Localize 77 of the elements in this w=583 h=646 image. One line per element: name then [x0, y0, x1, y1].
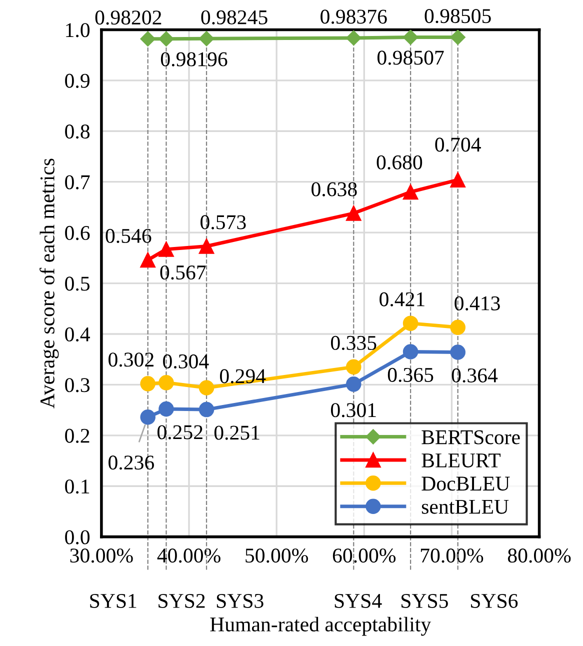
y-tick-label: 0.7 — [65, 175, 90, 190]
data-label: 0.364 — [452, 368, 498, 383]
legend-label: BLEURT — [422, 454, 501, 468]
data-label: 0.98505 — [424, 9, 491, 24]
point — [346, 206, 362, 221]
data-label: 0.98196 — [160, 52, 228, 66]
data-label: 0.304 — [163, 354, 209, 369]
data-label: 0.98376 — [320, 10, 387, 24]
data-label: 0.335 — [330, 336, 376, 350]
data-label: 0.567 — [160, 265, 206, 280]
data-label: 0.236 — [108, 456, 154, 470]
point — [198, 238, 214, 254]
x-tick-label: 60.00% — [332, 548, 396, 563]
y-tick-label: 0.2 — [65, 428, 90, 443]
data-label: 0.704 — [435, 138, 481, 152]
legend-label: BERTScore — [422, 430, 520, 444]
legend-label: DocBLEU — [422, 476, 510, 491]
y-tick-label: 1.0 — [66, 23, 90, 38]
data-label: 0.98245 — [201, 10, 268, 24]
ref-line-label: SYS6 — [471, 594, 518, 608]
point — [450, 30, 466, 45]
ref-line-label: SYS2 — [158, 594, 205, 608]
y-tick-label: 0.9 — [65, 74, 90, 88]
data-label: 0.573 — [200, 215, 246, 230]
x-tick-label: 80.00% — [508, 548, 571, 563]
ref-line-label: SYS4 — [334, 594, 382, 608]
point — [346, 359, 362, 375]
point — [402, 184, 418, 200]
point — [158, 375, 174, 390]
point — [450, 172, 466, 188]
data-label: 0.413 — [454, 296, 500, 310]
data-label: 0.638 — [312, 182, 357, 196]
data-label: 0.365 — [388, 368, 434, 382]
data-label: 0.98202 — [95, 10, 162, 25]
point — [198, 31, 214, 46]
point — [402, 344, 418, 360]
point — [346, 376, 362, 392]
data-label: 0.680 — [376, 155, 422, 170]
data-label: 0.98507 — [377, 50, 444, 65]
y-tick-label: 0.6 — [65, 226, 90, 240]
point — [450, 344, 466, 360]
point — [140, 410, 156, 425]
y-tick-label: 0.1 — [65, 479, 90, 494]
data-label: 0.251 — [214, 426, 260, 440]
y-tick-label: 0.4 — [65, 327, 90, 342]
point — [450, 320, 466, 336]
point — [402, 30, 418, 45]
point — [140, 376, 156, 392]
data-label: 0.301 — [330, 403, 376, 418]
point — [158, 242, 174, 257]
point — [158, 401, 174, 417]
x-tick-label: 40.00% — [157, 548, 220, 563]
point — [140, 252, 156, 268]
point — [140, 31, 156, 46]
y-tick-label: 0.0 — [65, 530, 90, 544]
point — [158, 31, 174, 46]
data-label: 0.294 — [220, 369, 266, 384]
x-axis-title: Human-rated acceptability — [210, 616, 432, 636]
data-label: 0.546 — [106, 228, 152, 244]
y-tick-label: 0.5 — [65, 276, 90, 291]
data-label: 0.252 — [157, 425, 202, 440]
y-axis-title: Average score of each metrics — [40, 158, 59, 408]
data-label: 0.302 — [108, 352, 154, 367]
data-label: 0.421 — [380, 292, 424, 306]
y-tick-label: 0.3 — [65, 378, 90, 392]
point — [346, 30, 362, 46]
x-tick-label: 70.00% — [420, 548, 484, 563]
ref-line-label: SYS1 — [90, 594, 136, 608]
x-tick-label: 30.00% — [70, 548, 133, 563]
x-tick-label: 50.00% — [246, 548, 308, 563]
ref-line-label: SYS3 — [216, 594, 264, 608]
ref-line-label: SYS5 — [402, 594, 448, 608]
point — [198, 380, 214, 396]
point — [402, 316, 418, 331]
legend-label: sentBLEU — [422, 500, 509, 514]
point — [198, 402, 214, 418]
y-tick-label: 0.8 — [65, 124, 90, 139]
